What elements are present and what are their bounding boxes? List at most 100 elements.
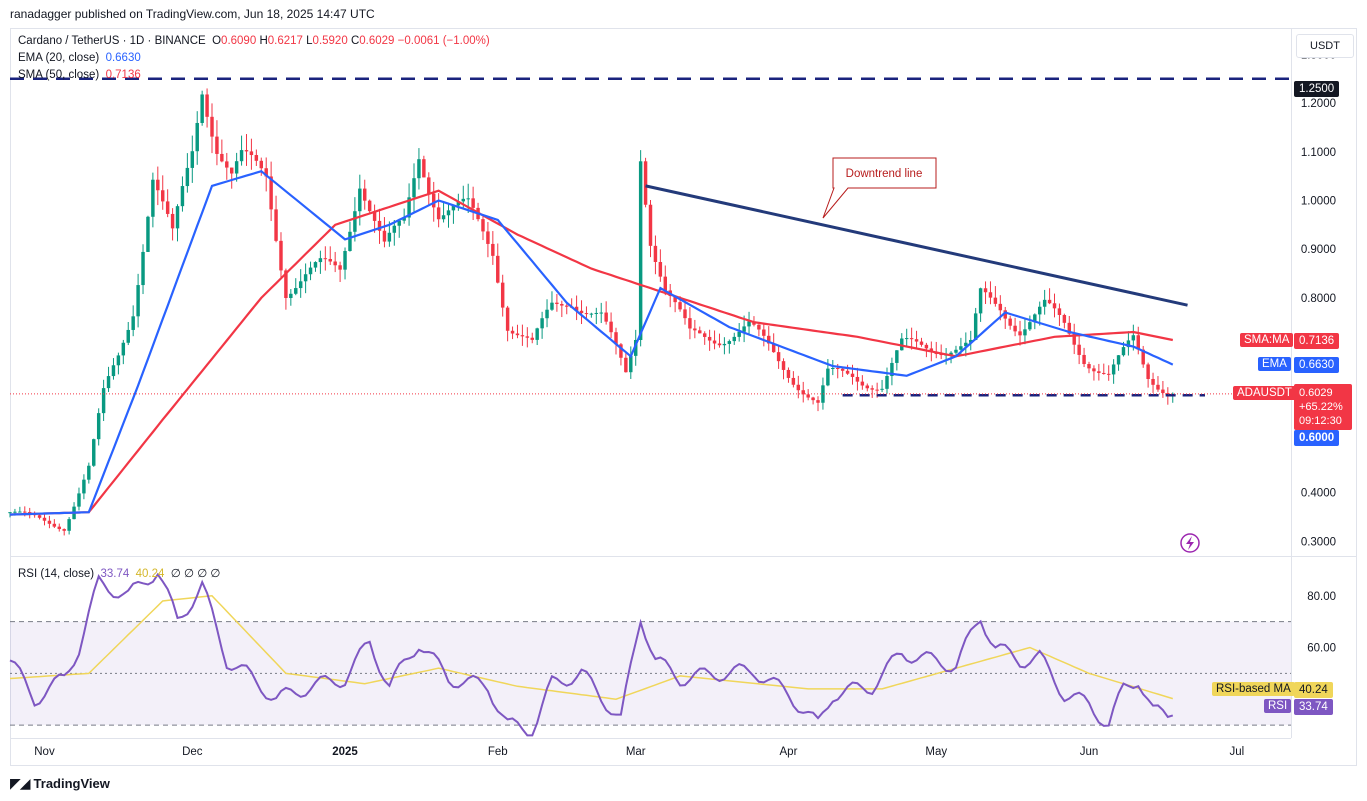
candle-body — [599, 312, 603, 314]
candle-body — [707, 336, 712, 341]
candle-body — [461, 198, 466, 202]
open-label: O — [212, 35, 222, 47]
sma-price-tag: 0.7136 — [1294, 333, 1340, 349]
candle-body — [717, 343, 722, 346]
candle-body — [323, 258, 328, 260]
candle-body — [225, 161, 229, 168]
candle-body — [560, 304, 564, 306]
candle-body — [313, 262, 318, 268]
candle-body — [633, 339, 638, 356]
candle-body — [776, 352, 781, 362]
candle-body — [427, 177, 431, 194]
currency-selector[interactable]: USDT — [1296, 34, 1354, 58]
candle-body — [624, 357, 628, 373]
rsi-legend: RSI (14, close) 33.74 40.24 ∅ ∅ ∅ ∅ — [18, 566, 220, 580]
percent-change: +65.22% — [1299, 401, 1343, 413]
current-price: 0.6029 — [1299, 387, 1333, 399]
candle-body — [594, 312, 599, 314]
candle-body — [23, 511, 27, 513]
candle-body — [392, 225, 397, 233]
candle-body — [215, 136, 219, 154]
candle-body — [909, 338, 914, 340]
candle-body — [806, 394, 810, 398]
candle-body — [614, 332, 618, 345]
candle-body — [959, 346, 963, 350]
sma-legend-label: SMA (50, close) — [18, 69, 100, 81]
candle-body — [358, 188, 362, 212]
candle-body — [811, 397, 815, 401]
candle-body — [1003, 310, 1007, 319]
candle-body — [969, 339, 973, 343]
downtrend-line — [645, 184, 1188, 307]
symbol-tag: ADAUSDT — [1233, 386, 1296, 400]
candle-body — [116, 355, 121, 366]
candle-body — [629, 355, 633, 373]
candle-body — [845, 370, 850, 374]
candle-body — [57, 526, 61, 530]
alert-bolt-icon — [1180, 533, 1200, 553]
candle-body — [638, 161, 643, 340]
candle-body — [126, 329, 130, 343]
candle-body — [712, 340, 717, 344]
time-tick-label: Jun — [1080, 746, 1099, 758]
candle-body — [372, 211, 377, 221]
candle-body — [436, 207, 441, 220]
candle-body — [998, 303, 1003, 311]
ema-price-tag: 0.6630 — [1294, 357, 1340, 373]
candle-body — [693, 328, 697, 331]
candle-body — [338, 265, 342, 270]
tradingview-logo[interactable]: ◤◢ TradingView — [10, 775, 110, 792]
candle-body — [702, 333, 707, 337]
candle-body — [880, 388, 884, 390]
candle-body — [1111, 364, 1116, 375]
candle-body — [190, 151, 195, 168]
candle-body — [412, 178, 416, 198]
candle-body — [895, 350, 899, 363]
price-tick-label: 0.4000 — [1301, 488, 1336, 500]
candle-body — [294, 288, 298, 294]
candle-body — [589, 313, 594, 315]
price-tick-label: 0.9000 — [1301, 244, 1336, 256]
current-price-tag: 0.6029 +65.22% 09:12:30 — [1294, 384, 1352, 430]
candle-body — [1136, 335, 1140, 350]
candle-body — [165, 201, 170, 214]
candle-body — [259, 160, 263, 169]
candle-body — [62, 529, 66, 531]
candle-body — [466, 198, 470, 200]
candle-body — [683, 309, 687, 319]
candle-body — [678, 302, 682, 310]
candle-body — [111, 365, 116, 377]
candle-body — [156, 179, 160, 191]
candle-body — [37, 515, 42, 518]
candle-body — [801, 390, 805, 395]
candle-body — [52, 523, 57, 527]
candle-body — [1008, 318, 1012, 326]
candle-body — [1047, 299, 1052, 304]
candle-body — [1161, 389, 1165, 394]
rsi-ma-label-tag: RSI-based MA — [1212, 682, 1295, 696]
candle-body — [983, 288, 988, 293]
candle-body — [579, 310, 584, 314]
low-label: L — [306, 35, 313, 47]
candle-body — [195, 122, 199, 152]
downtrend-callout-text: Downtrend line — [846, 168, 923, 180]
candle-body — [988, 292, 993, 298]
open-value: 0.6090 — [221, 35, 257, 47]
candle-body — [220, 153, 224, 162]
candle-body — [496, 255, 500, 283]
candle-body — [82, 479, 86, 494]
candle-body — [18, 511, 22, 513]
candle-body — [481, 219, 485, 232]
candle-body — [377, 220, 382, 231]
candle-body — [949, 352, 953, 355]
candle-body — [210, 116, 214, 137]
candle-body — [234, 161, 239, 174]
candle-body — [1087, 364, 1091, 369]
candle-body — [456, 201, 461, 206]
symbol-legend: Cardano / TetherUS · 1D · BINANCE O0.609… — [18, 35, 490, 47]
candle-body — [1141, 349, 1145, 365]
candle-body — [136, 285, 140, 317]
candle-body — [890, 362, 894, 377]
time-tick-label: Mar — [626, 746, 646, 758]
